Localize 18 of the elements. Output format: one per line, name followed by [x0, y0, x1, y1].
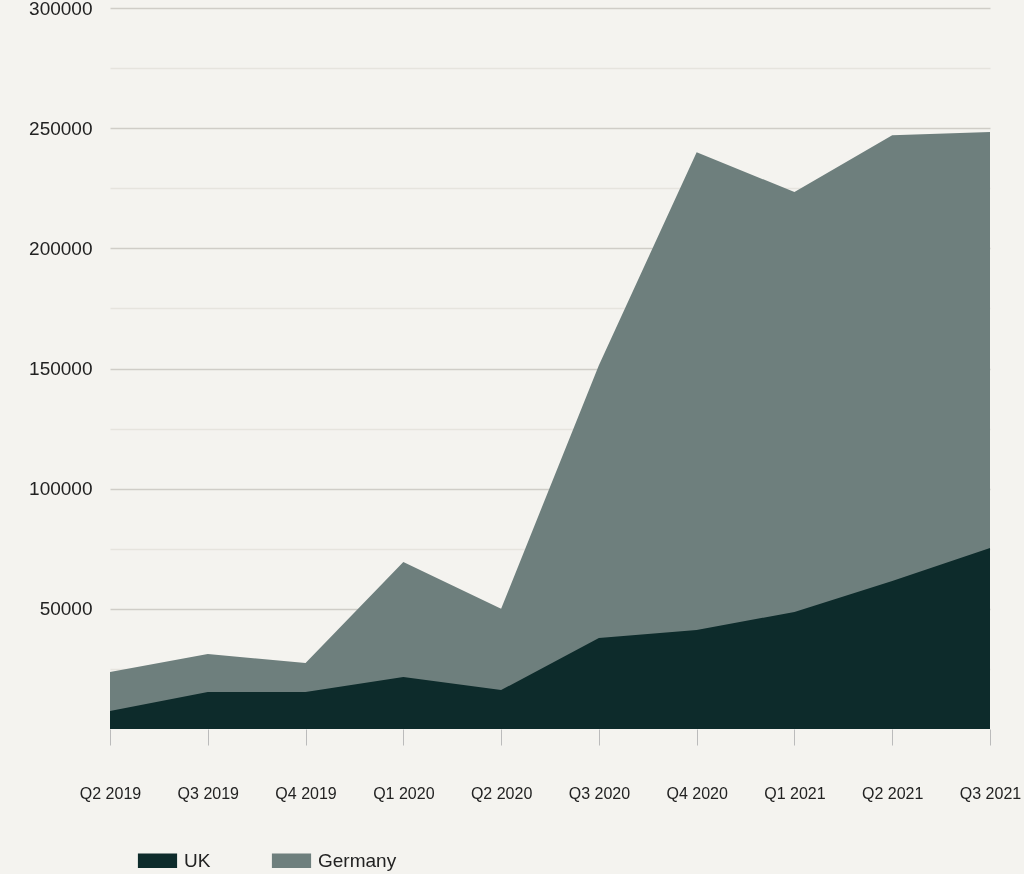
x-tick-label: Q3 2021: [959, 784, 1022, 802]
x-tick-label: Q3 2020: [568, 784, 631, 802]
y-tick-label: 300000: [29, 0, 93, 19]
legend-label: UK: [184, 849, 211, 871]
x-tick-label: Q3 2019: [177, 784, 240, 802]
y-tick-label: 200000: [29, 237, 93, 259]
x-tick-label: Q2 2021: [862, 784, 924, 802]
x-tick-label: Q1 2021: [764, 784, 826, 802]
y-tick-label: 50000: [39, 598, 93, 620]
x-tick-label: Q4 2020: [666, 784, 728, 802]
x-tick-label: Q4 2019: [275, 784, 337, 802]
y-tick-label: 250000: [29, 117, 93, 139]
x-tick-label: Q1 2020: [373, 784, 435, 802]
y-tick-label: 150000: [29, 358, 93, 379]
legend-label: Germany: [318, 849, 397, 871]
x-tick-label: Q2 2019: [79, 784, 142, 802]
y-tick-label: 100000: [29, 478, 93, 500]
x-tick-label: Q2 2020: [470, 784, 533, 802]
